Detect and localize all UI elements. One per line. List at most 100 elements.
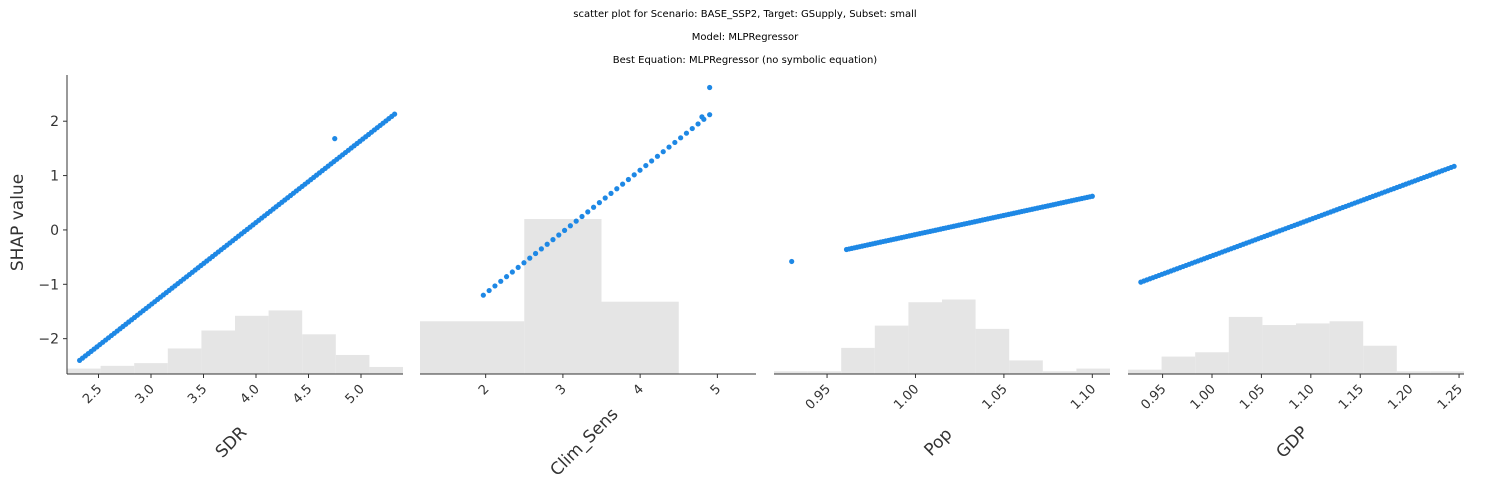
scatter-point: [707, 84, 713, 91]
scatter-point: [503, 274, 510, 280]
scatter-point: [789, 258, 795, 265]
histogram-bar: [1076, 368, 1110, 374]
histogram-bar: [942, 299, 976, 374]
scatter-point: [625, 176, 632, 183]
histogram-bar: [1042, 371, 1077, 374]
scatter-point: [579, 213, 585, 220]
histogram-bar: [420, 321, 525, 374]
histogram-bar: [1363, 345, 1397, 374]
scatter-point: [521, 260, 527, 266]
chart-title-line-2: Model: MLPRegressor: [691, 32, 799, 43]
x-tick-label: 1.15: [1336, 382, 1367, 413]
histogram-bar: [335, 354, 370, 374]
x-axis-label: Pop: [920, 424, 956, 460]
y-axis-label: SHAP value: [8, 174, 28, 271]
scatter-point: [527, 255, 533, 261]
scatter-point: [614, 186, 620, 192]
x-axis-label: GDP: [1272, 422, 1312, 462]
scatter-point: [509, 269, 515, 275]
histogram-bar: [100, 365, 135, 374]
histogram-bar: [134, 363, 168, 374]
scatter-point: [660, 149, 666, 155]
histogram-bar: [1228, 316, 1263, 374]
x-tick-label: 1.05: [980, 382, 1011, 413]
y-tick-label: −1: [38, 277, 59, 293]
scatter-point: [561, 227, 568, 233]
x-tick-label: 0.95: [1138, 382, 1169, 413]
histogram-bar: [201, 330, 235, 374]
chart-title-line-3: Best Equation: MLPRegressor (no symbolic…: [612, 55, 878, 66]
histogram-bar: [1128, 369, 1162, 374]
x-tick-label: 4: [631, 382, 647, 398]
histogram-bar: [268, 310, 303, 374]
x-tick-label: 1.00: [891, 382, 922, 413]
scatter-point: [672, 139, 678, 146]
y-tick-label: −2: [38, 332, 59, 348]
x-tick-label: 2.5: [80, 382, 105, 407]
scatter-point: [515, 264, 521, 271]
histogram-bar: [1329, 321, 1364, 374]
scatter-point: [666, 144, 672, 150]
histogram-bar: [369, 366, 403, 374]
histogram-bar: [908, 302, 942, 374]
scatter-point: [678, 135, 684, 141]
panel-sdr: 2.5 3.0 3.5 4.0 4.5 5.0 SDR −2 −1 0 1 2 SHAP value: [8, 75, 403, 462]
scatter-point: [544, 241, 550, 247]
scatter-point: [637, 167, 643, 173]
histogram-bar: [874, 325, 909, 374]
histogram-bar: [1396, 371, 1431, 374]
scatter-point: [620, 181, 626, 187]
scatter-point: [689, 125, 695, 132]
x-tick-label: 1.10: [1287, 382, 1318, 413]
scatter-point: [590, 204, 597, 210]
scatter-point: [1451, 163, 1457, 169]
x-tick-label: 1.00: [1188, 382, 1219, 413]
histogram-bar: [807, 371, 842, 374]
x-tick-label: 1.20: [1385, 382, 1416, 413]
scatter-point: [532, 250, 539, 257]
scatter-point: [486, 287, 492, 294]
x-tick-label: 5.0: [343, 382, 368, 407]
panel-gdp: 0.95 1.00 1.05 1.10 1.15 1.20 1.25 GDP: [1128, 163, 1466, 462]
histogram-bar: [601, 301, 679, 374]
x-tick-label: 4.0: [238, 382, 263, 407]
scatter-point: [707, 112, 713, 118]
histogram-bar: [167, 348, 202, 374]
panel-clim-sens: 2 3 4 5 Clim_Sens: [420, 84, 756, 480]
chart-title-line-1: scatter plot for Scenario: BASE_SSP2, Ta…: [573, 9, 917, 20]
scatter-point: [498, 278, 504, 284]
scatter-point: [699, 114, 705, 120]
x-tick-label: 5: [708, 382, 724, 398]
x-tick-label: 3.0: [133, 382, 158, 407]
histogram-bar: [67, 368, 101, 374]
scatter-point: [643, 162, 649, 169]
scatter-point: [631, 172, 637, 178]
scatter-point: [683, 130, 690, 136]
histogram-bar: [302, 334, 336, 374]
scatter-point: [480, 292, 486, 298]
x-axis-label: SDR: [212, 423, 252, 463]
y-tick-label: 2: [50, 114, 59, 130]
histogram-bar: [1161, 356, 1196, 374]
x-tick-label: 2: [476, 382, 492, 398]
y-tick-label: 0: [50, 223, 59, 239]
histogram-bar: [1430, 371, 1464, 374]
scatter-point: [332, 136, 338, 142]
scatter-point: [649, 158, 655, 164]
x-tick-label: 0.95: [803, 382, 834, 413]
scatter-point: [596, 200, 602, 206]
histogram-bar: [524, 219, 602, 374]
histogram-bar: [1195, 352, 1229, 374]
scatter-point: [585, 209, 591, 215]
scatter-point: [654, 153, 661, 159]
histogram-bar: [774, 371, 808, 374]
x-tick-label: 1.10: [1068, 382, 1099, 413]
scatter-point: [602, 195, 608, 201]
scatter-point: [695, 121, 701, 127]
x-tick-label: 3: [553, 382, 569, 398]
scatter-point: [550, 237, 556, 243]
y-tick-label: 1: [50, 169, 59, 185]
histogram-bar: [1296, 323, 1330, 374]
scatter-point: [538, 246, 544, 252]
